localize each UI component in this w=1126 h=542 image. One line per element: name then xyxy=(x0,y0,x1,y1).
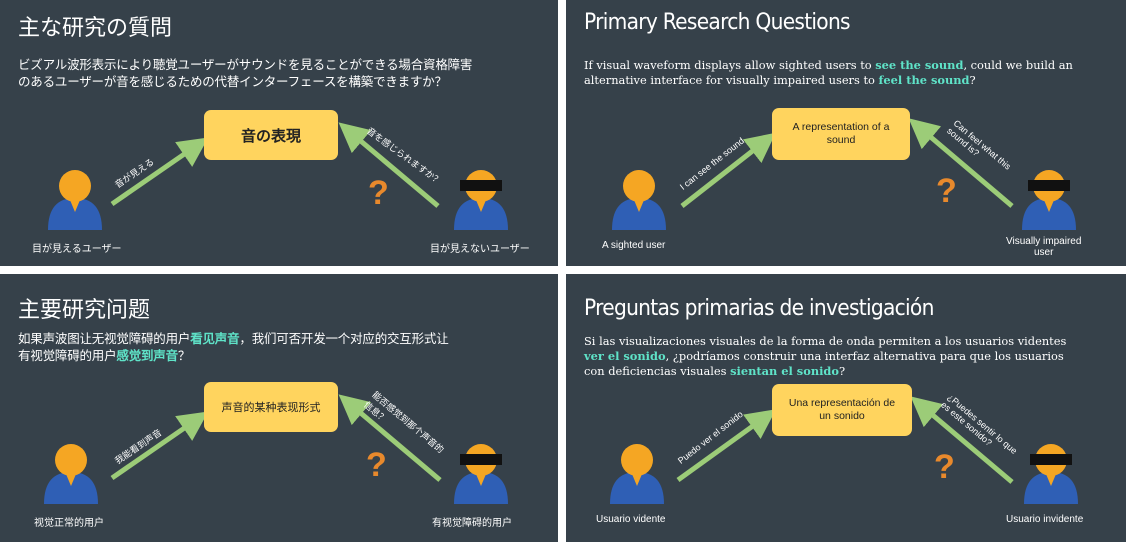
highlight-see-sound: ver el sonido xyxy=(584,349,666,363)
diagram-graphics xyxy=(612,118,1076,230)
impaired-user-label: Visually impaired user xyxy=(1006,236,1082,258)
blindfolded-user-icon xyxy=(454,444,508,504)
slide-body: 如果声波图让无视觉障碍的用户看见声音，我们可否开发一个对应的交互形式让 有视觉障… xyxy=(18,330,449,364)
body-line-2: 有视觉障碍的用户感觉到声音？ xyxy=(18,348,191,363)
sighted-user-icon xyxy=(44,444,98,504)
body-line-2: alternative interface for visually impai… xyxy=(584,73,976,87)
slide-title: 主な研究の質問 xyxy=(18,16,173,41)
diagram-graphics xyxy=(44,394,508,504)
blindfolded-user-icon xyxy=(1024,444,1078,504)
body-line-1: ビズアル波形表示により聴覚ユーザーがサウンドを見ることができる場合資格障害 xyxy=(18,57,473,72)
left-arrow-icon xyxy=(676,409,777,483)
slide-body: If visual waveform displays allow sighte… xyxy=(584,58,1073,88)
slide-spanish: Preguntas primarias de investigación Si … xyxy=(566,274,1126,542)
representation-box: 音の表現 xyxy=(204,110,338,160)
slide-chinese: 主要研究问题 如果声波图让无视觉障碍的用户看见声音，我们可否开发一个对应的交互形… xyxy=(0,274,558,542)
left-arrow-icon xyxy=(680,132,776,208)
body-line-2: ver el sonido, ¿podríamos construir una … xyxy=(584,349,1064,363)
question-mark-icon: ? xyxy=(934,448,955,486)
slide-title: Primary Research Questions xyxy=(584,10,851,35)
body-line-1: Si las visualizaciones visuales de la fo… xyxy=(584,334,1067,348)
sighted-user-icon xyxy=(48,170,102,230)
sighted-user-icon xyxy=(612,170,666,230)
right-arrow-icon xyxy=(338,122,440,208)
slide-title: Preguntas primarias de investigación xyxy=(584,296,934,321)
blindfolded-user-icon xyxy=(1022,170,1076,230)
impaired-user-label: Usuario invidente xyxy=(1006,514,1084,525)
highlight-see-sound: see the sound xyxy=(875,58,964,72)
representation-box: A representation of a sound xyxy=(772,108,910,160)
slide-japanese: 主な研究の質問 ビズアル波形表示により聴覚ユーザーがサウンドを見ることができる場… xyxy=(0,0,558,266)
slide-body: Si las visualizaciones visuales de la fo… xyxy=(584,334,1066,379)
left-arrow-icon xyxy=(110,411,209,481)
body-line-1: 如果声波图让无视觉障碍的用户看见声音，我们可否开发一个对应的交互形式让 xyxy=(18,331,449,346)
representation-box: Una representación de un sonido xyxy=(772,384,912,436)
body-line-1: If visual waveform displays allow sighte… xyxy=(584,58,1073,72)
right-arrow-icon xyxy=(908,118,1014,208)
left-arrow-icon xyxy=(110,137,209,207)
right-arrow-icon xyxy=(338,394,442,482)
right-arrow-icon xyxy=(910,396,1014,484)
question-mark-icon: ? xyxy=(368,174,389,212)
slide-body: ビズアル波形表示により聴覚ユーザーがサウンドを見ることができる場合資格障害 のあ… xyxy=(18,56,472,90)
representation-box: 声音的某种表现形式 xyxy=(204,382,338,432)
body-line-3: con deficiencias visuales sientan el son… xyxy=(584,364,846,378)
diagram-graphics xyxy=(610,396,1078,504)
diagram-graphics xyxy=(48,122,508,230)
slide-title: 主要研究问题 xyxy=(18,298,151,323)
sighted-user-icon xyxy=(610,444,664,504)
sighted-user-label: A sighted user xyxy=(602,240,666,251)
highlight-feel-sound: sientan el sonido xyxy=(730,364,839,378)
question-mark-icon: ? xyxy=(936,172,957,210)
impaired-user-label: 目が見えないユーザー xyxy=(430,244,530,255)
sighted-user-label: 视觉正常的用户 xyxy=(34,518,104,529)
sighted-user-label: Usuario vidente xyxy=(596,514,666,525)
highlight-feel-sound: feel the sound xyxy=(878,73,970,87)
highlight-see-sound: 看见声音 xyxy=(190,331,240,346)
blindfolded-user-icon xyxy=(454,170,508,230)
body-line-2: のあるユーザーが音を感じるための代替インターフェースを構築できますか？ xyxy=(18,74,447,89)
impaired-user-label: 有视觉障碍的用户 xyxy=(432,518,512,529)
slide-english: Primary Research Questions If visual wav… xyxy=(566,0,1126,266)
sighted-user-label: 目が見えるユーザー xyxy=(32,244,122,255)
highlight-feel-sound: 感觉到声音 xyxy=(116,348,178,363)
question-mark-icon: ? xyxy=(366,446,387,484)
